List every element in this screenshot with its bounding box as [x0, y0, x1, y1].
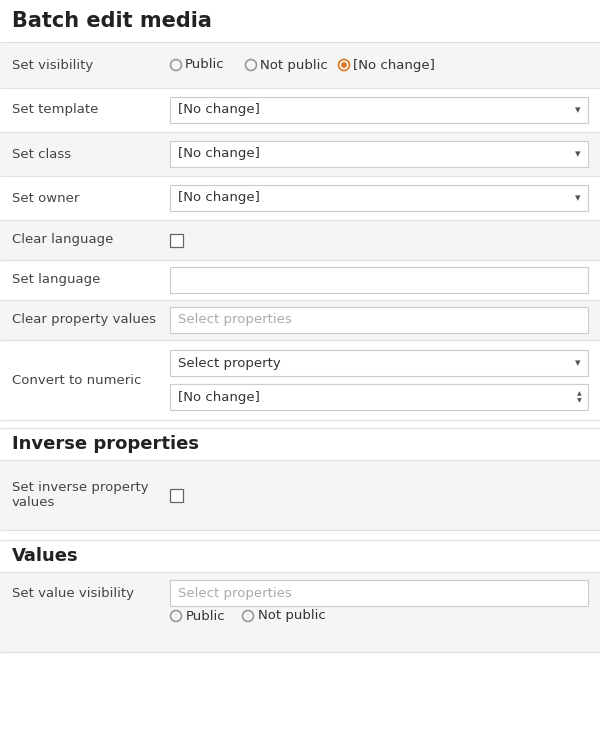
Bar: [0, 530, 600, 540]
Bar: [170, 97, 588, 123]
Bar: [0, 260, 600, 300]
Text: ▼: ▼: [577, 398, 581, 403]
Text: [No change]: [No change]: [178, 148, 260, 160]
Text: Select property: Select property: [178, 357, 281, 369]
Bar: [170, 185, 588, 211]
Text: values: values: [12, 496, 55, 510]
Bar: [170, 580, 588, 606]
Text: Set class: Set class: [12, 148, 71, 160]
Bar: [0, 0, 600, 42]
Text: Clear property values: Clear property values: [12, 314, 156, 326]
Text: [No change]: [No change]: [178, 103, 260, 117]
Bar: [170, 350, 588, 376]
Text: Convert to numeric: Convert to numeric: [12, 374, 142, 386]
Text: Not public: Not public: [258, 609, 326, 623]
Bar: [0, 132, 600, 176]
Bar: [170, 307, 588, 333]
Bar: [170, 233, 183, 247]
Bar: [0, 572, 600, 652]
Text: Public: Public: [185, 59, 224, 71]
Bar: [0, 340, 600, 420]
Bar: [170, 267, 588, 293]
Text: Select properties: Select properties: [178, 314, 292, 326]
Bar: [0, 428, 600, 460]
Text: ▾: ▾: [575, 193, 581, 203]
Text: Select properties: Select properties: [178, 586, 292, 600]
Bar: [0, 176, 600, 220]
Text: ▾: ▾: [575, 149, 581, 159]
Text: Batch edit media: Batch edit media: [12, 11, 212, 31]
Text: Set owner: Set owner: [12, 192, 79, 204]
Text: Set language: Set language: [12, 273, 100, 287]
Bar: [0, 220, 600, 260]
Text: Clear language: Clear language: [12, 233, 113, 247]
Text: Set value visibility: Set value visibility: [12, 588, 134, 600]
Text: Set visibility: Set visibility: [12, 59, 93, 71]
Bar: [0, 88, 600, 132]
Text: [No change]: [No change]: [353, 59, 435, 71]
Text: ▲: ▲: [577, 391, 581, 396]
Text: Set inverse property: Set inverse property: [12, 481, 149, 493]
Text: Values: Values: [12, 547, 79, 565]
Text: ▾: ▾: [575, 358, 581, 368]
Bar: [170, 384, 588, 410]
Bar: [0, 460, 600, 530]
Bar: [0, 42, 600, 88]
Text: Inverse properties: Inverse properties: [12, 435, 199, 453]
Bar: [0, 540, 600, 572]
Text: [No change]: [No change]: [178, 192, 260, 204]
Bar: [170, 488, 183, 502]
Text: Public: Public: [186, 609, 226, 623]
Bar: [0, 300, 600, 340]
Text: Set template: Set template: [12, 103, 98, 117]
Bar: [0, 420, 600, 428]
Circle shape: [341, 62, 347, 68]
Bar: [170, 141, 588, 167]
Text: ▾: ▾: [575, 105, 581, 115]
Text: Not public: Not public: [260, 59, 328, 71]
Text: [No change]: [No change]: [178, 391, 260, 403]
